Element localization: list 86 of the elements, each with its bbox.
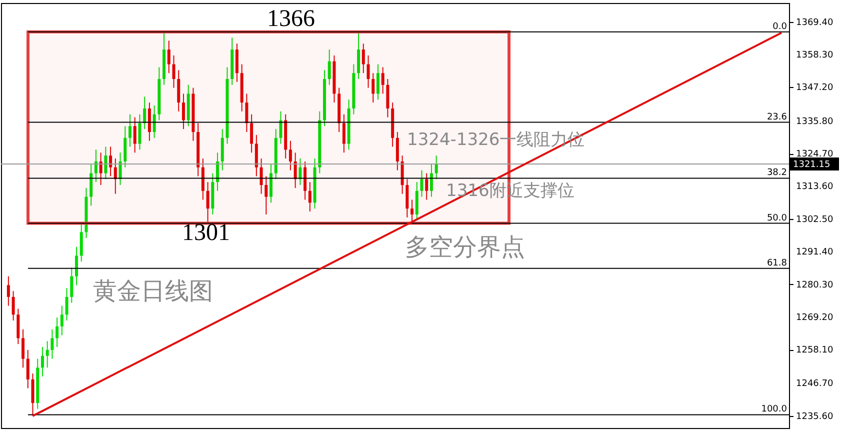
candlestick bbox=[75, 246, 78, 286]
candlestick bbox=[182, 93, 185, 130]
candlestick bbox=[124, 126, 127, 168]
candlestick bbox=[56, 317, 59, 348]
candlestick bbox=[425, 172, 428, 200]
candlestick bbox=[270, 164, 273, 204]
y-tick-label: 1347.20 bbox=[796, 83, 834, 94]
candlestick bbox=[31, 373, 34, 416]
candlestick bbox=[396, 132, 399, 171]
annotation: 38.2 bbox=[766, 168, 787, 178]
candlestick bbox=[104, 146, 108, 180]
candlestick bbox=[366, 54, 370, 88]
candlestick bbox=[128, 114, 132, 148]
y-tick-label: 1280.30 bbox=[796, 280, 834, 290]
candlestick bbox=[254, 134, 258, 177]
candlestick bbox=[420, 170, 424, 198]
candlestick bbox=[328, 49, 331, 86]
candlestick bbox=[143, 96, 146, 130]
candlestick bbox=[304, 160, 307, 200]
y-tick-label: 1369.40 bbox=[796, 18, 834, 28]
candlestick bbox=[288, 140, 292, 171]
y-tick-label: 1269.20 bbox=[796, 312, 834, 323]
candlestick bbox=[220, 128, 224, 171]
y-tick-label: 1313.60 bbox=[796, 182, 834, 192]
candlestick bbox=[109, 146, 112, 177]
candlestick bbox=[148, 102, 151, 142]
candlestick bbox=[430, 164, 433, 198]
candlestick bbox=[235, 43, 238, 82]
candlestick bbox=[410, 199, 414, 224]
y-tick-label: 1302.50 bbox=[796, 214, 834, 225]
ref-line-label: 1321.15 bbox=[793, 160, 830, 170]
candlestick bbox=[16, 308, 20, 345]
candlestick bbox=[415, 182, 418, 221]
candlestick bbox=[245, 93, 248, 132]
candlestick bbox=[177, 70, 180, 112]
candlestick bbox=[60, 305, 64, 336]
candlestick bbox=[167, 40, 170, 74]
candlestick bbox=[386, 78, 390, 118]
candlestick bbox=[260, 158, 263, 194]
y-tick-label: 1246.70 bbox=[796, 379, 834, 390]
candlestick bbox=[216, 152, 220, 192]
candlestick bbox=[22, 328, 25, 368]
candlestick bbox=[172, 54, 176, 88]
annotation: 多空分界点 bbox=[405, 233, 525, 261]
y-tick-label: 1258.10 bbox=[796, 346, 834, 356]
candlestick bbox=[12, 290, 15, 321]
candlestick bbox=[362, 43, 365, 74]
annotation: 61.8 bbox=[766, 258, 788, 268]
candlestick bbox=[376, 64, 380, 100]
annotation: 100.0 bbox=[761, 404, 788, 415]
candlestick bbox=[406, 178, 409, 218]
annotation: 1366 bbox=[267, 6, 315, 32]
candlestick bbox=[342, 114, 346, 154]
candlestick bbox=[65, 288, 68, 321]
annotation: 0.0 bbox=[772, 22, 788, 32]
candlestick bbox=[70, 266, 74, 304]
candlestick bbox=[357, 31, 360, 80]
candlestick bbox=[133, 116, 136, 154]
candlestick bbox=[206, 182, 210, 224]
candlestick bbox=[40, 346, 44, 377]
y-tick-label: 1235.60 bbox=[796, 412, 834, 422]
candlestick bbox=[152, 104, 156, 138]
candlestick bbox=[6, 276, 10, 306]
candlestick bbox=[434, 155, 438, 180]
annotation: 黄金日线图 bbox=[93, 277, 213, 305]
candlestick bbox=[138, 114, 142, 150]
y-tick-label: 1291.40 bbox=[796, 248, 834, 258]
candlestick bbox=[26, 349, 30, 389]
y-tick-label: 1358.30 bbox=[796, 50, 834, 61]
candlestick bbox=[308, 182, 312, 212]
candlestick bbox=[264, 176, 268, 215]
y-tick-label: 1335.80 bbox=[796, 116, 834, 127]
candlestick bbox=[50, 328, 54, 360]
candlestick bbox=[250, 114, 254, 154]
candlestick bbox=[80, 222, 83, 262]
candlestick bbox=[400, 155, 404, 194]
y-tick-label: 1324.70 bbox=[796, 150, 834, 160]
candlestick bbox=[201, 158, 204, 200]
candlestick bbox=[381, 66, 384, 94]
candlestick bbox=[46, 340, 49, 368]
candlestick bbox=[372, 72, 375, 104]
annotation: 23.6 bbox=[766, 112, 788, 122]
candlestick bbox=[279, 110, 282, 144]
candlestick bbox=[90, 164, 93, 206]
annotation: 1301 bbox=[182, 220, 230, 246]
annotation: 50.0 bbox=[766, 213, 788, 224]
